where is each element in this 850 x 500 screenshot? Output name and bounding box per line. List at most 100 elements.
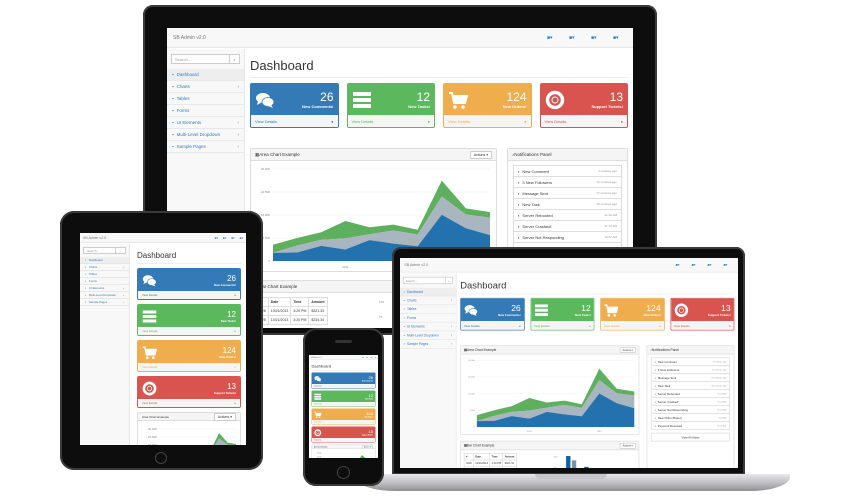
view-details-link[interactable]: View Details ● — [347, 115, 434, 127]
sidebar-item-sample-pages[interactable]: ▪ Sample Pages ‹ — [167, 141, 244, 153]
view-details-link[interactable]: View Details ● — [138, 363, 240, 371]
sidebar-item-label: Forms — [176, 108, 190, 113]
brand-link[interactable]: SB Admin v2.0 — [310, 356, 322, 359]
actions-dropdown[interactable]: Actions ▾ — [213, 412, 236, 421]
card-stats: 124 New Orders! — [618, 303, 660, 316]
sidebar-item-forms[interactable]: ▪ Forms — [80, 278, 129, 285]
brand-link[interactable]: SB Admin v2.0 — [404, 262, 429, 268]
view-details-link[interactable]: View Details ● — [312, 402, 375, 406]
card-stats: 26 New Comments! — [157, 274, 236, 287]
sidebar-item-dashboard[interactable]: ▪ Dashboard — [80, 257, 129, 264]
area-series-0 — [476, 393, 635, 427]
sidebar-item-label: UI Elements — [176, 120, 202, 125]
brand-link[interactable]: SB Admin v2.0 — [83, 235, 106, 240]
dashboard-laptop: SB Admin v2.0 ■▾ ■▾ ■▾ ■▾ Search... ⌕ ▪ Dashboar… — [400, 258, 738, 468]
stat-cards: 26 New Comments! View Details ● 12 New Tasks!… — [460, 297, 735, 331]
sidebar-item-ui-elements[interactable]: ▪ UI Elements ‹ — [80, 285, 129, 292]
envelope-dropdown[interactable]: ■▾ — [362, 356, 365, 359]
search-input[interactable]: Search... — [175, 56, 192, 62]
tasks-dropdown[interactable]: ■▾ — [691, 262, 696, 268]
view-all-alerts-button[interactable]: View All Alerts — [650, 432, 731, 442]
view-details-label: View Details — [142, 329, 158, 333]
view-details-link[interactable]: View Details ● — [138, 291, 240, 299]
sidebar-item-sample-pages[interactable]: ▪ Sample Pages ‹ — [80, 299, 129, 306]
user-dropdown[interactable]: ■▾ — [239, 235, 243, 240]
bolt-icon: ▪ — [518, 223, 520, 229]
table-cell: 10/21/2013 — [267, 306, 292, 316]
bell-dropdown[interactable]: ■▾ — [707, 262, 712, 268]
view-details-link[interactable]: View Details ● — [251, 115, 338, 127]
sidebar-item-charts[interactable]: ▪ Charts ‹ — [400, 296, 456, 306]
view-details-link[interactable]: View Details ● — [138, 327, 240, 335]
view-details-link[interactable]: View Details ● — [312, 438, 375, 442]
sidebar-item-forms[interactable]: ▪ Forms — [400, 314, 456, 323]
view-details-link[interactable]: View Details ● — [540, 115, 627, 127]
view-details-link[interactable]: View Details ● — [600, 321, 664, 330]
tasks-dropdown[interactable]: ■▾ — [569, 34, 575, 41]
user-dropdown[interactable]: ■▾ — [613, 34, 619, 41]
sidebar-item-dashboard[interactable]: ▪ Dashboard — [400, 287, 456, 297]
sidebar-item-forms[interactable]: ▪ Forms — [167, 105, 244, 117]
search-input[interactable]: Search... — [87, 248, 100, 253]
actions-dropdown[interactable]: Actions ▾ — [619, 442, 636, 449]
stat-card-tasks: 12 New Tasks! View Details ● — [530, 297, 595, 331]
actions-dropdown[interactable]: Actions ▾ — [469, 150, 492, 159]
sidebar-item-multi-level-dropdown[interactable]: ▪ Multi-Level Dropdown ‹ — [80, 292, 129, 299]
sidebar-item-ui-elements[interactable]: ▪ UI Elements ‹ — [167, 117, 244, 129]
home-button[interactable] — [155, 452, 167, 464]
notification-item[interactable]: ▪Payment Received Yesterday — [650, 421, 731, 430]
bell-dropdown[interactable]: ■▾ — [231, 235, 235, 240]
actions-dropdown[interactable]: Actions ▾ — [361, 444, 373, 449]
envelope-dropdown[interactable]: ■▾ — [547, 34, 553, 41]
panel-title: Area Chart Example — [142, 414, 170, 419]
tasks-dropdown[interactable]: ■▾ — [366, 356, 369, 359]
notification-text: Server Not Responding — [657, 407, 688, 412]
sidebar-item-charts[interactable]: ▪ Charts ‹ — [80, 264, 129, 271]
card-header: 26 New Comments! — [138, 269, 240, 291]
bell-dropdown[interactable]: ■▾ — [591, 34, 597, 41]
sidebar-item-sample-pages[interactable]: ▪ Sample Pages ‹ — [400, 340, 456, 349]
sidebar-item-multi-level-dropdown[interactable]: ▪ Multi-Level Dropdown ‹ — [400, 331, 456, 340]
notification-text: Payment Received — [657, 423, 683, 428]
sidebar-item-ui-elements[interactable]: ▪ UI Elements ‹ — [400, 323, 456, 332]
envelope-dropdown[interactable]: ■▾ — [214, 235, 219, 240]
search-button[interactable]: ⌕ — [229, 55, 239, 63]
actions-dropdown[interactable]: Actions ▾ — [619, 346, 636, 353]
view-details-link[interactable]: View Details ● — [312, 384, 375, 388]
arrow-circle-right-icon: ● — [234, 329, 236, 333]
notification-text: Server Not Responding — [522, 234, 564, 240]
view-details-link[interactable]: View Details ● — [138, 399, 240, 407]
user-dropdown[interactable]: ■▾ — [723, 262, 728, 268]
view-details-link[interactable]: View Details ● — [460, 321, 524, 330]
brand-link[interactable]: SB Admin v2.0 — [173, 34, 206, 41]
files-icon: ▪ — [85, 300, 86, 304]
sidebar-item-multi-level-dropdown[interactable]: ▪ Multi-Level Dropdown ‹ — [167, 129, 244, 141]
sidebar-item-tables[interactable]: ▪ Tables — [80, 271, 129, 278]
view-details-label: View Details — [314, 439, 322, 441]
envelope-dropdown[interactable]: ■▾ — [675, 262, 680, 268]
y-tick-label: 0 — [268, 259, 270, 263]
area-chart-panel: Area Chart Example Actions ▾ 30,000 22,500 1… — [137, 412, 241, 445]
warning-icon: ▪ — [518, 234, 520, 240]
tasks-icon — [352, 91, 371, 108]
search-input[interactable]: Search... — [405, 278, 418, 283]
page-title: Dashboard — [460, 280, 735, 295]
tasks-dropdown[interactable]: ■▾ — [223, 235, 227, 240]
stat-card-support: 13 Support Tickets! View Details ● — [311, 426, 376, 443]
area-series-2 — [476, 368, 635, 422]
sidebar-item-charts[interactable]: ▪ Charts ‹ — [167, 81, 244, 93]
sidebar-item-tables[interactable]: ▪ Tables — [400, 305, 456, 314]
sidebar-item-tables[interactable]: ▪ Tables — [167, 93, 244, 105]
search-button[interactable]: ⌕ — [115, 248, 125, 253]
home-button[interactable] — [337, 466, 350, 479]
bell-dropdown[interactable]: ■▾ — [370, 356, 373, 359]
view-details-link[interactable]: View Details ● — [312, 420, 375, 424]
card-stats: 13 Support Tickets! — [157, 382, 236, 395]
view-details-link[interactable]: View Details ● — [670, 321, 734, 330]
search-button[interactable]: ⌕ — [444, 277, 452, 284]
view-details-link[interactable]: View Details ● — [530, 321, 594, 330]
sidebar-item-dashboard[interactable]: ▪ Dashboard — [167, 69, 244, 81]
user-dropdown[interactable]: ■▾ — [374, 356, 377, 359]
view-details-link[interactable]: View Details ● — [444, 115, 531, 127]
